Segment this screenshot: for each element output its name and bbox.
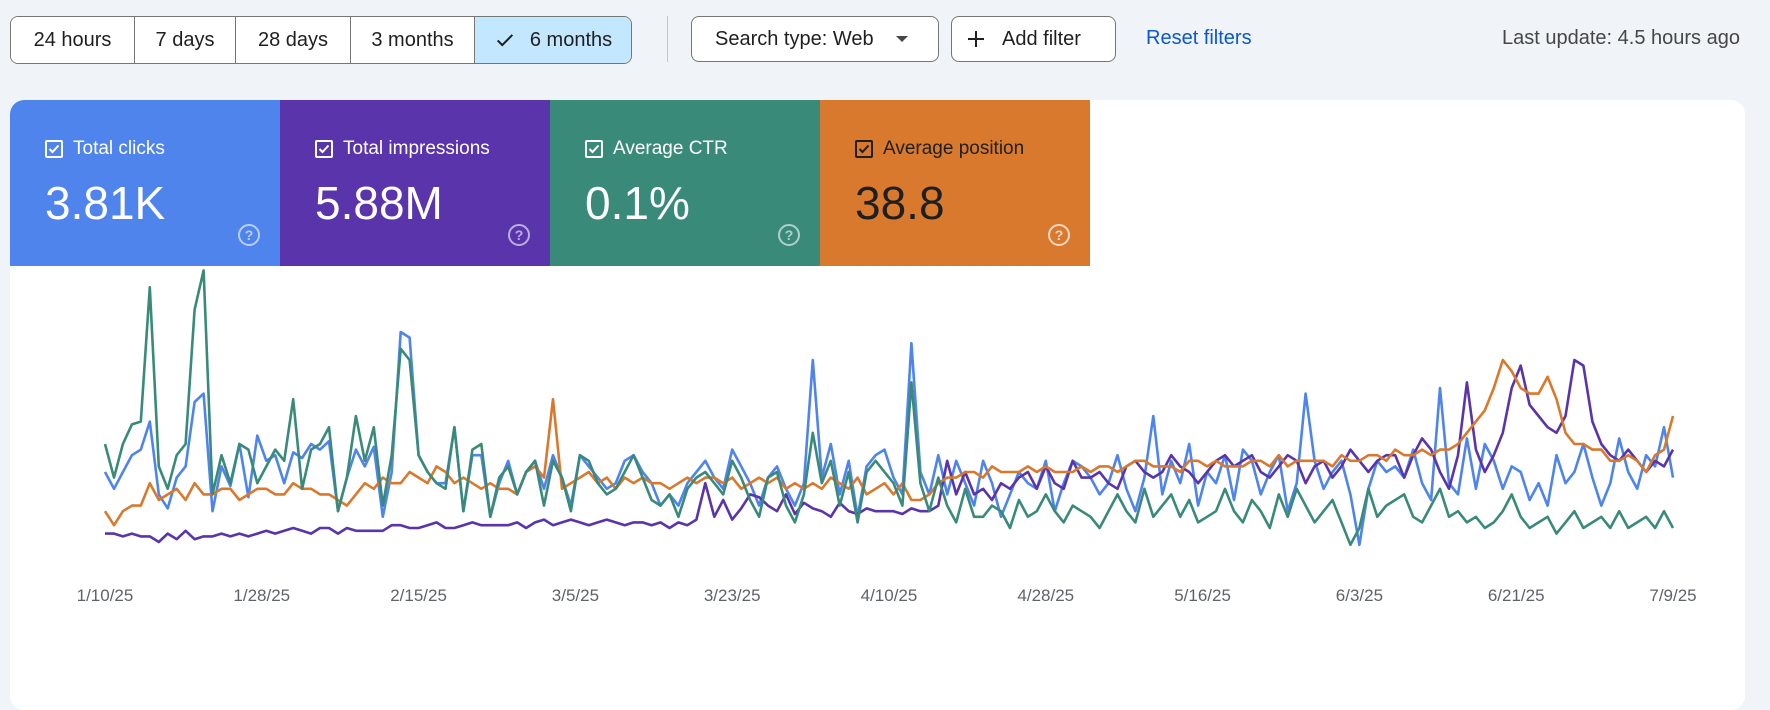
x-tick-label: 3/5/25 [552, 586, 599, 605]
performance-card: Total clicks 3.81K ? Total impressions 5… [10, 100, 1745, 710]
series-line-average-position [103, 358, 1675, 527]
checkmark-icon [496, 34, 513, 47]
x-tick-label: 6/3/25 [1336, 586, 1383, 605]
checkbox-checked-icon[interactable] [855, 140, 873, 158]
metric-label: Average position [883, 138, 1025, 159]
series-line-total-clicks [103, 330, 1675, 547]
x-tick-label: 7/9/25 [1649, 586, 1696, 605]
range-6-months-button[interactable]: 6 months [475, 17, 631, 63]
metric-card-total-impressions[interactable]: Total impressions 5.88M ? [280, 100, 550, 266]
range-24-hours-button[interactable]: 24 hours [11, 17, 135, 63]
toolbar-divider [667, 16, 668, 62]
metric-label: Total clicks [73, 138, 165, 159]
x-tick-label: 2/15/25 [390, 586, 447, 605]
metric-value: 38.8 [855, 177, 945, 229]
metric-label: Average CTR [613, 138, 728, 159]
metric-value: 5.88M [315, 177, 443, 229]
metric-label: Total impressions [343, 138, 490, 159]
metric-card-total-clicks[interactable]: Total clicks 3.81K ? [10, 100, 280, 266]
x-tick-label: 5/16/25 [1174, 586, 1231, 605]
x-tick-label: 1/10/25 [77, 586, 134, 605]
last-update-text: Last update: 4.5 hours ago [1502, 27, 1740, 49]
add-filter-button[interactable]: Add filter [951, 16, 1116, 62]
date-range-selector: 24 hours 7 days 28 days 3 months 6 month… [10, 16, 632, 64]
series-line-total-impressions [105, 358, 1675, 544]
x-tick-label: 6/21/25 [1488, 586, 1545, 605]
metric-card-average-position[interactable]: Average position 38.8 ? [820, 100, 1090, 266]
range-label: 6 months [529, 28, 613, 51]
range-28-days-button[interactable]: 28 days [236, 17, 351, 63]
series-line-average-ctr [103, 269, 1675, 547]
range-label: 7 days [155, 28, 215, 51]
help-icon[interactable]: ? [1047, 223, 1071, 247]
add-filter-label: Add filter [1002, 27, 1081, 50]
svg-text:?: ? [785, 227, 794, 243]
svg-text:?: ? [245, 227, 254, 243]
checkbox-checked-icon[interactable] [45, 140, 63, 158]
checkbox-checked-icon[interactable] [315, 140, 333, 158]
range-3-months-button[interactable]: 3 months [351, 17, 475, 63]
x-tick-label: 1/28/25 [233, 586, 290, 605]
caret-down-icon [895, 36, 908, 42]
reset-filters-link[interactable]: Reset filters [1146, 27, 1252, 49]
performance-line-chart: 1/10/25 1/28/25 2/15/25 3/5/25 3/23/25 4/10/2… [77, 269, 1697, 605]
help-icon[interactable]: ? [777, 223, 801, 247]
svg-text:?: ? [1055, 227, 1064, 243]
svg-text:?: ? [515, 227, 524, 243]
range-label: 3 months [371, 28, 454, 51]
metric-card-average-ctr[interactable]: Average CTR 0.1% ? [550, 100, 820, 266]
help-icon[interactable]: ? [507, 223, 531, 247]
search-type-dropdown[interactable]: Search type: Web [691, 16, 939, 62]
range-7-days-button[interactable]: 7 days [135, 17, 236, 63]
range-label: 24 hours [33, 28, 112, 51]
help-icon[interactable]: ? [237, 223, 261, 247]
x-tick-label: 4/10/25 [861, 586, 918, 605]
plus-icon [968, 31, 984, 47]
x-tick-label: 3/23/25 [704, 586, 761, 605]
metric-value: 0.1% [585, 177, 690, 229]
checkbox-checked-icon[interactable] [585, 140, 603, 158]
metric-value: 3.81K [45, 177, 166, 229]
x-tick-label: 4/28/25 [1017, 586, 1074, 605]
range-label: 28 days [257, 28, 329, 51]
search-type-label: Search type: Web [715, 27, 874, 50]
